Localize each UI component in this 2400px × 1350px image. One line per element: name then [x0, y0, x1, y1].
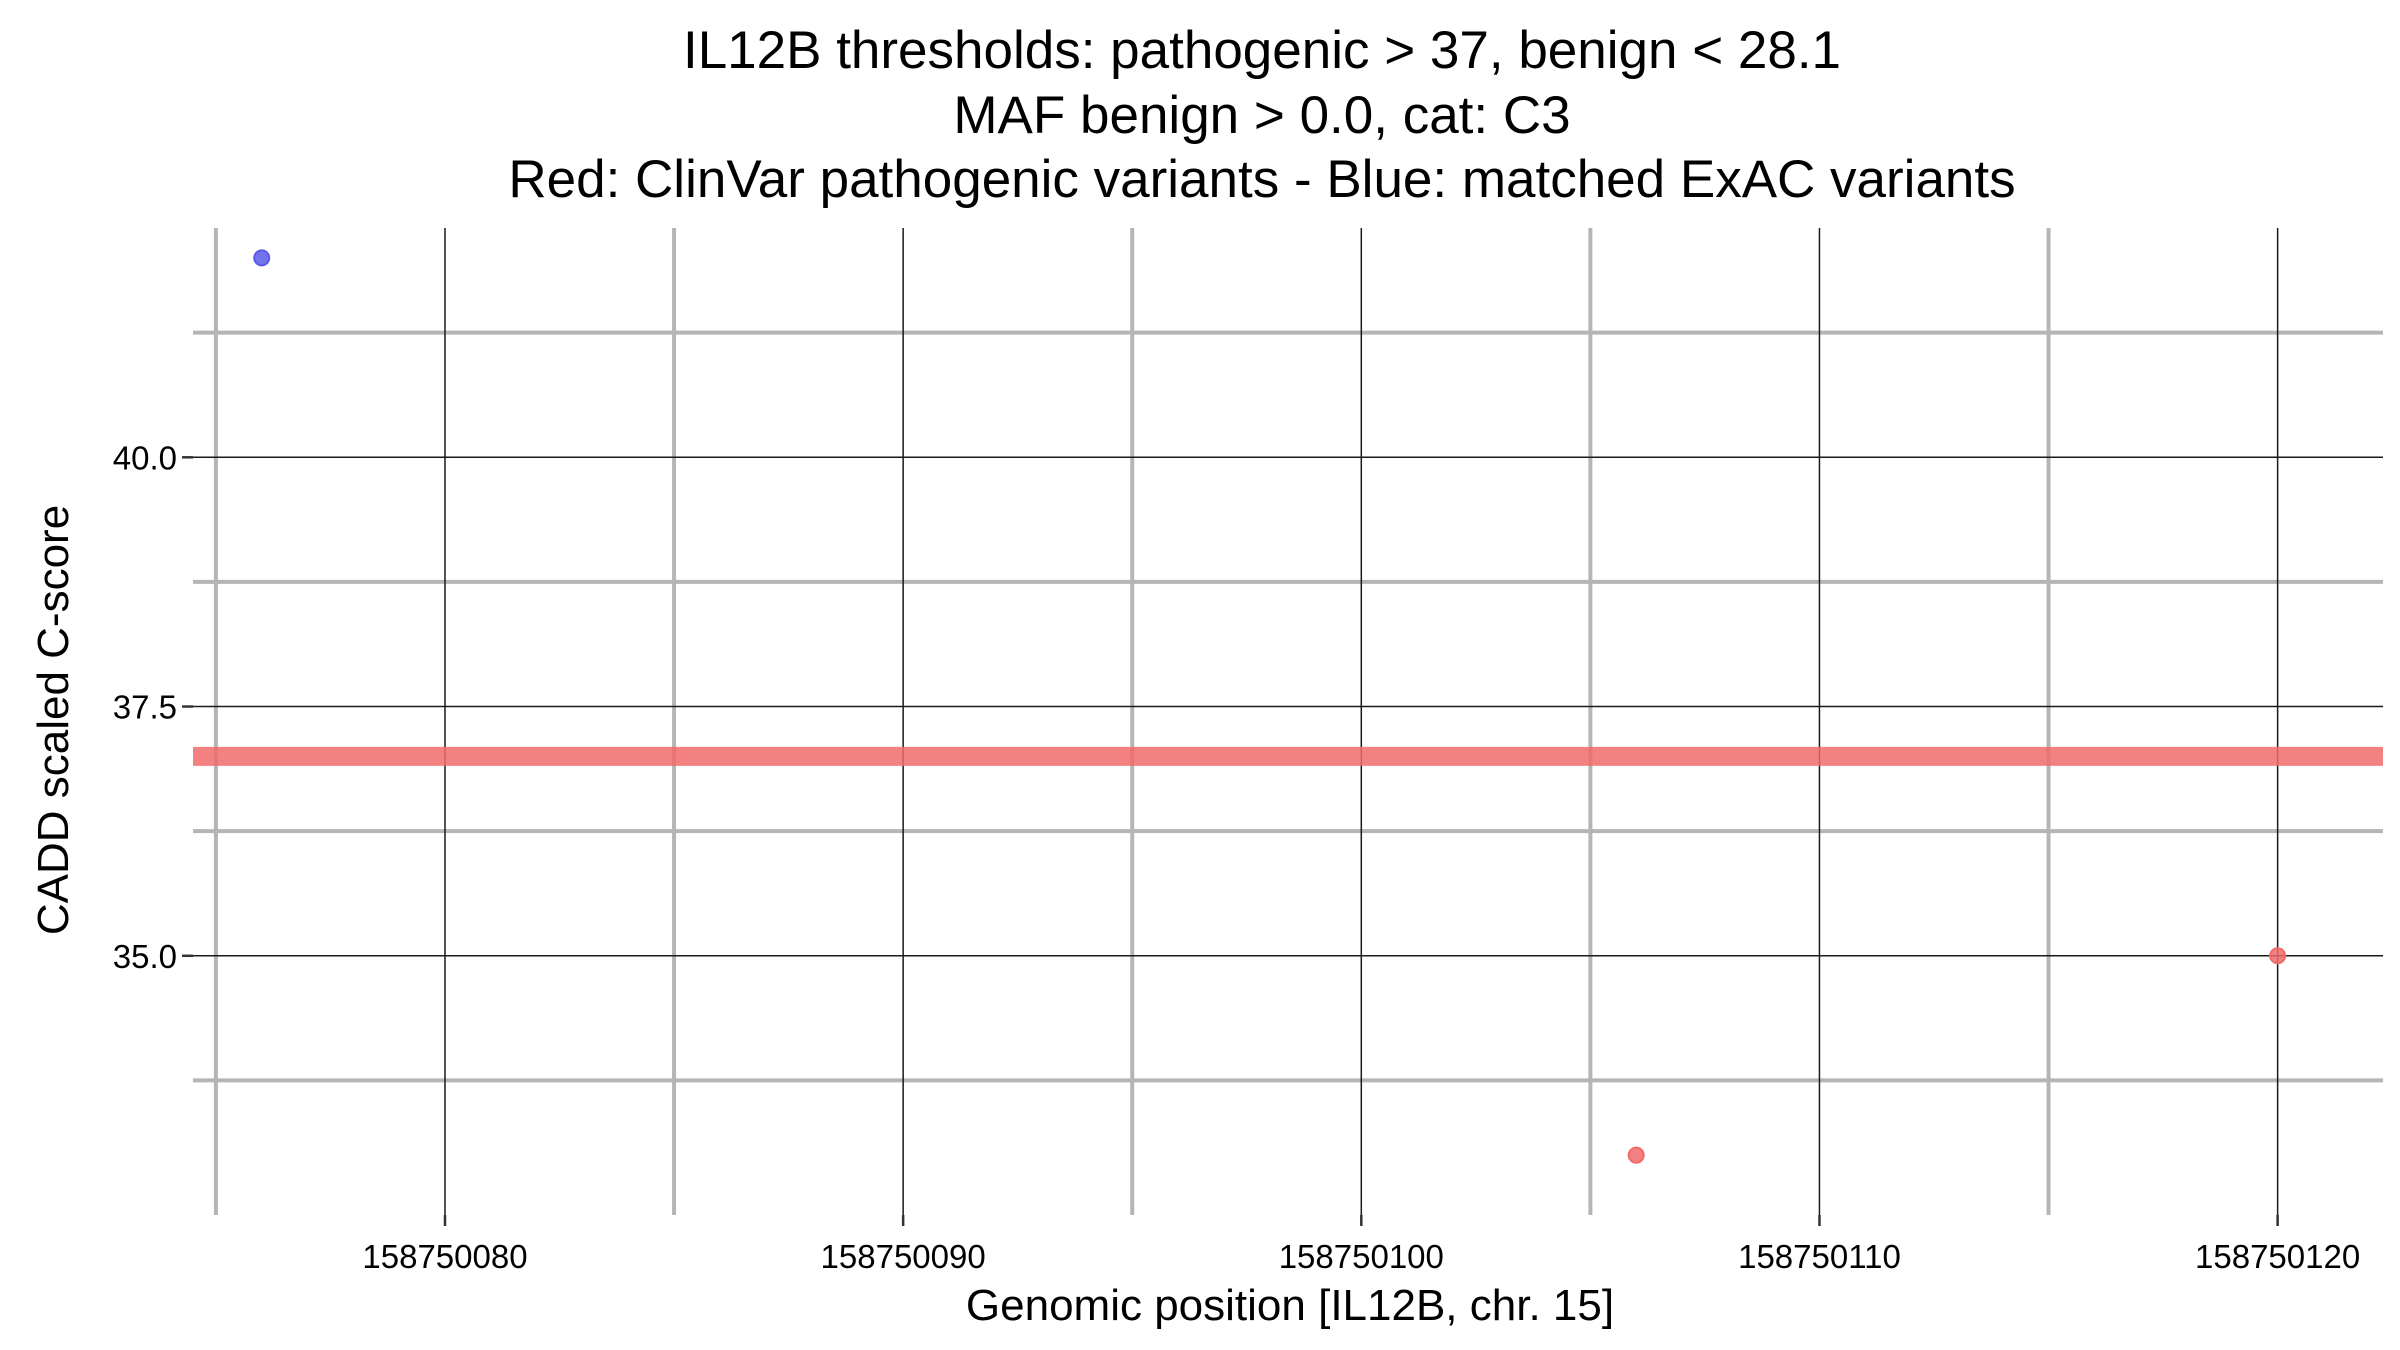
major-gridlines [193, 228, 2383, 1215]
y-axis-title: CADD scaled C-score [29, 505, 78, 935]
data-point-s1-0 [253, 249, 271, 267]
data-point-s0-1 [2269, 947, 2287, 965]
data-point-s0-0 [1627, 1146, 1645, 1164]
x-tick-label-3: 158750110 [1738, 1238, 1901, 1275]
x-axis-title: Genomic position [IL12B, chr. 15] [966, 1281, 1614, 1330]
minor-gridlines [193, 228, 2383, 1215]
y-tick-label-1: 37.5 [113, 689, 177, 726]
x-tick-label-0: 158750080 [362, 1238, 527, 1275]
x-tick-label-1: 158750090 [821, 1238, 986, 1275]
chart-title-line-3: Red: ClinVar pathogenic variants - Blue:… [508, 150, 2015, 209]
x-axis: 158750080 158750090 158750100 158750110 1587… [362, 1215, 2360, 1275]
y-tick-label-0: 35.0 [113, 938, 177, 975]
chart-title-line-2: MAF benign > 0.0, cat: C3 [953, 86, 1570, 145]
chart-title: IL12B thresholds: pathogenic > 37, benig… [508, 21, 2015, 209]
data-points [253, 249, 2287, 1164]
x-tick-label-2: 158750100 [1279, 1238, 1444, 1275]
chart-title-line-1: IL12B thresholds: pathogenic > 37, benig… [683, 21, 1841, 80]
y-tick-label-2: 40.0 [113, 439, 177, 476]
y-axis: 35.0 37.5 40.0 [113, 439, 193, 975]
x-tick-label-4: 158750120 [2195, 1238, 2360, 1275]
